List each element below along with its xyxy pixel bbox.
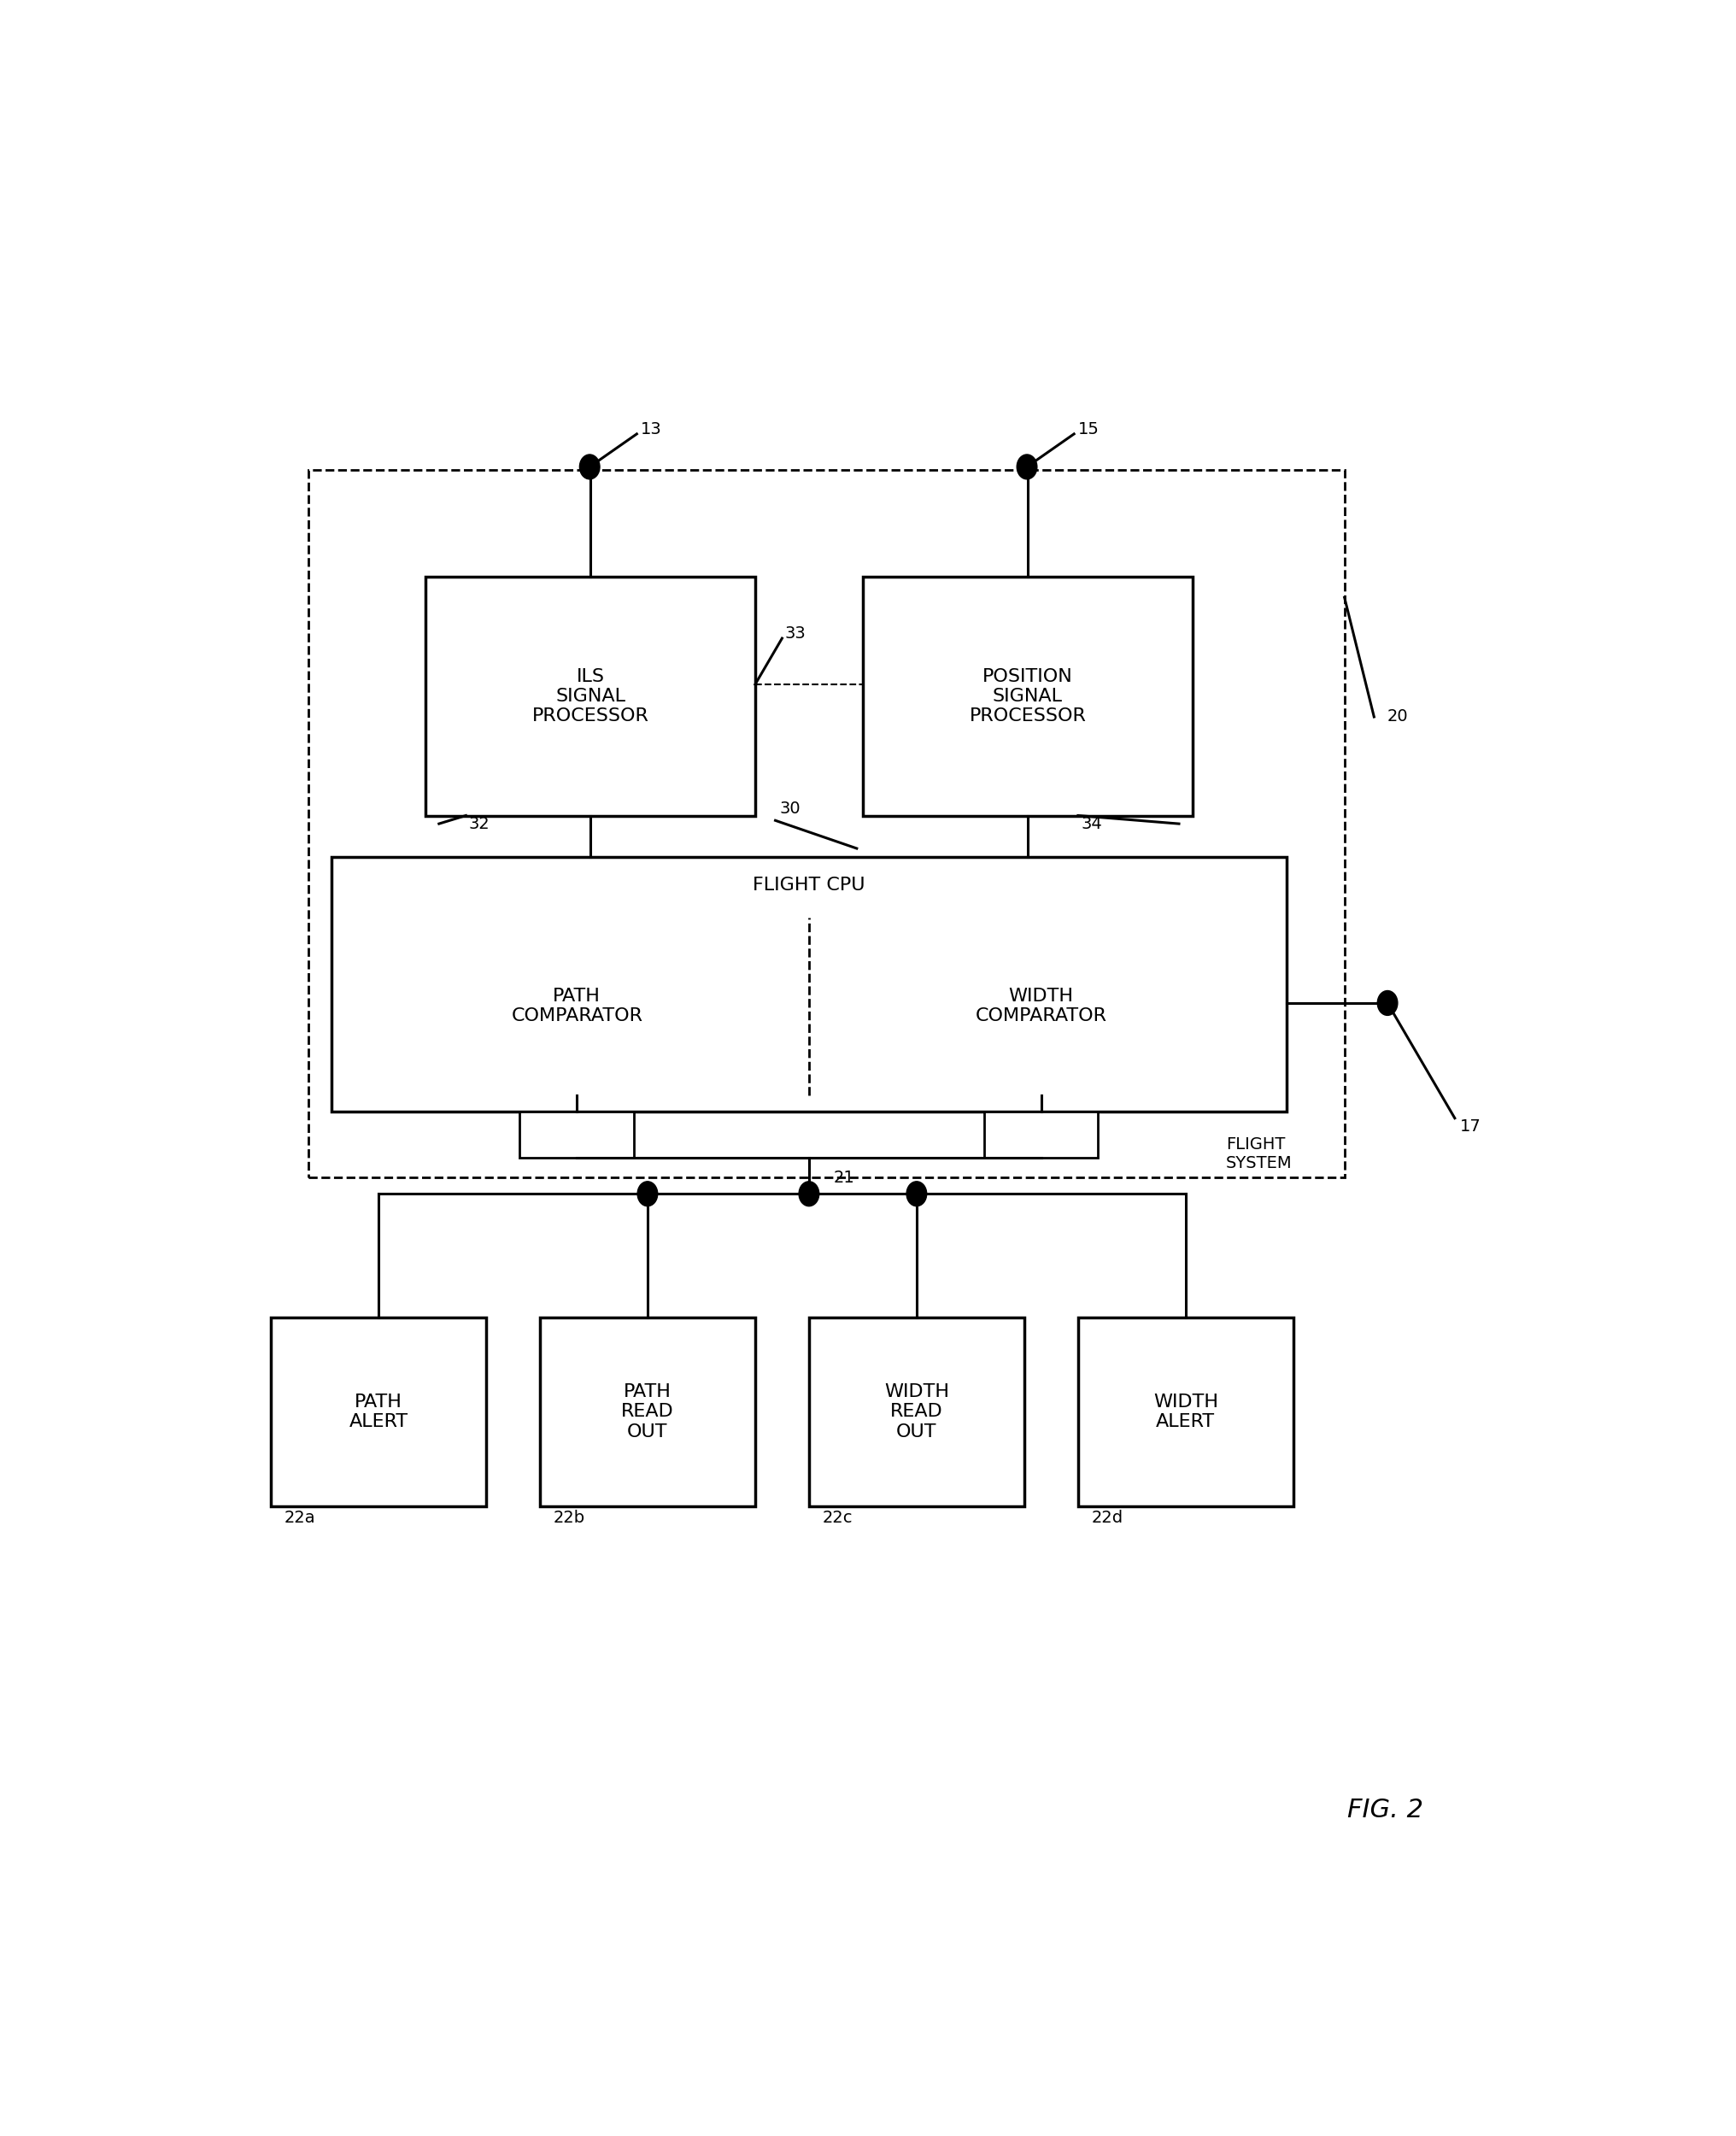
Text: 34: 34 bbox=[1082, 816, 1102, 831]
Text: WIDTH
READ
OUT: WIDTH READ OUT bbox=[884, 1384, 950, 1440]
Bar bbox=[332, 857, 1286, 1111]
Circle shape bbox=[637, 1181, 658, 1207]
Bar bbox=[271, 1318, 486, 1506]
Text: 13: 13 bbox=[641, 421, 661, 438]
Bar bbox=[309, 470, 1344, 1177]
Text: PATH
READ
OUT: PATH READ OUT bbox=[621, 1384, 674, 1440]
Bar bbox=[345, 918, 1272, 1096]
Bar bbox=[863, 577, 1193, 816]
Text: FLIGHT CPU: FLIGHT CPU bbox=[753, 876, 865, 893]
Text: 20: 20 bbox=[1387, 709, 1408, 724]
Text: 22d: 22d bbox=[1092, 1510, 1123, 1525]
Text: 33: 33 bbox=[785, 626, 806, 641]
Circle shape bbox=[580, 455, 599, 478]
Text: 32: 32 bbox=[469, 816, 490, 831]
Bar bbox=[984, 1111, 1099, 1158]
Text: ILS
SIGNAL
PROCESSOR: ILS SIGNAL PROCESSOR bbox=[531, 669, 649, 724]
Text: 22b: 22b bbox=[554, 1510, 585, 1525]
Circle shape bbox=[1017, 455, 1036, 478]
Text: 15: 15 bbox=[1078, 421, 1099, 438]
Text: PATH
ALERT: PATH ALERT bbox=[349, 1393, 408, 1431]
Text: 22a: 22a bbox=[285, 1510, 316, 1525]
Text: 17: 17 bbox=[1460, 1119, 1481, 1134]
Text: WIDTH
COMPARATOR: WIDTH COMPARATOR bbox=[976, 987, 1108, 1025]
Text: FLIGHT
SYSTEM: FLIGHT SYSTEM bbox=[1226, 1136, 1292, 1171]
Text: FIG. 2: FIG. 2 bbox=[1347, 1796, 1424, 1822]
Bar bbox=[809, 1318, 1024, 1506]
Circle shape bbox=[1377, 991, 1397, 1015]
Text: 30: 30 bbox=[779, 801, 800, 818]
Text: 22c: 22c bbox=[823, 1510, 852, 1525]
Circle shape bbox=[799, 1181, 819, 1207]
Bar bbox=[519, 1111, 634, 1158]
Bar bbox=[540, 1318, 755, 1506]
Text: 21: 21 bbox=[833, 1168, 854, 1185]
Text: PATH
COMPARATOR: PATH COMPARATOR bbox=[510, 987, 642, 1025]
Text: POSITION
SIGNAL
PROCESSOR: POSITION SIGNAL PROCESSOR bbox=[969, 669, 1087, 724]
Circle shape bbox=[906, 1181, 927, 1207]
Bar bbox=[425, 577, 755, 816]
Bar bbox=[1078, 1318, 1293, 1506]
Text: WIDTH
ALERT: WIDTH ALERT bbox=[1153, 1393, 1219, 1431]
